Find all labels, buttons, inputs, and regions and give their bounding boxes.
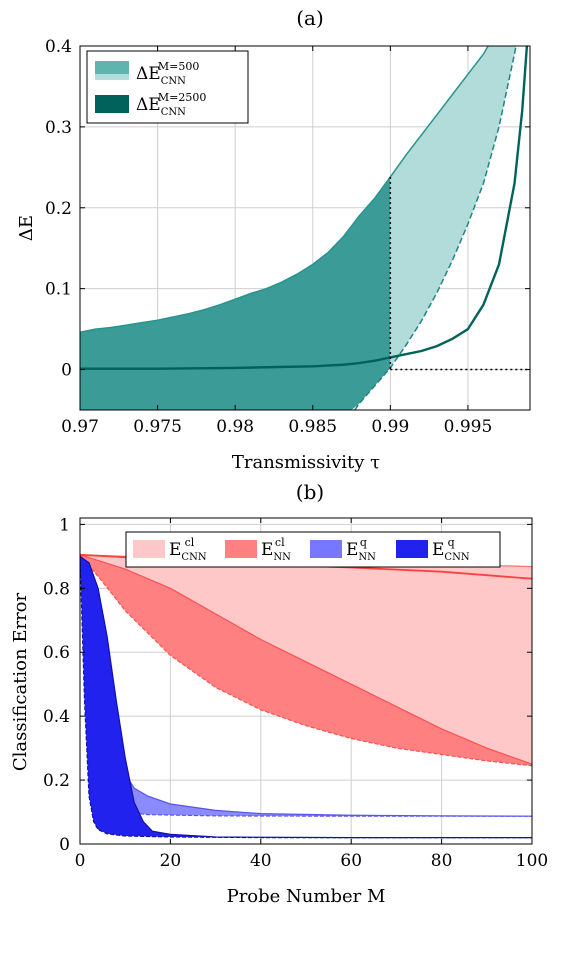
panel-b-y-tick-label: 0 — [59, 835, 70, 855]
quantum-cnn-error-band — [80, 556, 532, 838]
legend-entry-q-nn: ENNq — [346, 536, 376, 563]
panel-b-y-axis-label: Classification Error — [10, 592, 31, 771]
panel-a-y-tick-label: 0 — [61, 361, 72, 381]
panel-a-x-tick-label: 0.97 — [61, 417, 99, 437]
panel-a-legend: ΔECNNM=500 ΔECNNM=2500 — [86, 50, 249, 124]
panel-b-y-tick-label: 0.6 — [43, 643, 70, 663]
panel-b-y-tick-label: 1 — [59, 515, 70, 535]
legend-swatch-cl-cnn — [133, 540, 165, 558]
legend-entry-cl-cnn: ECNNcl — [169, 536, 207, 563]
panel-b-x-tick-label: 0 — [75, 851, 86, 871]
panel-a-x-tick-label: 0.985 — [288, 417, 337, 437]
panel-a: (a) 0.97 0.975 0.98 0.985 0.99 0.99500.10.20.… — [16, 6, 531, 473]
panel-a-label: (a) — [296, 6, 324, 30]
quantum-cnn-lower-line — [80, 556, 532, 839]
panel-b-x-tick-label: 40 — [250, 851, 272, 871]
classical-nn-error-band — [80, 554, 532, 766]
panel-b-legend: ECNNcl ENNcl ENNq ECNNq — [125, 531, 501, 568]
legend-entry-m2500: ΔECNNM=2500 — [136, 91, 206, 118]
panel-b-x-tick-label: 20 — [160, 851, 182, 871]
panel-a-x-tick-label: 0.975 — [133, 417, 182, 437]
m2500-line — [80, 46, 529, 370]
legend-swatch-cl-nn — [225, 540, 257, 558]
panel-b-x-tick-label: 60 — [340, 851, 362, 871]
panel-b: (b) 0 20 40 60 80 100 0 0.2 0.4 0.6 0.8 1 Probe Num… — [10, 480, 548, 907]
legend-entry-m500: ΔECNNM=500 — [136, 60, 199, 87]
panel-a-x-axis-label: Transmissivity τ — [232, 452, 380, 473]
legend-swatch-q-nn — [310, 540, 342, 558]
legend-entry-cl-nn: ENNcl — [261, 536, 291, 563]
panel-b-x-tick-label: 100 — [516, 851, 548, 871]
panel-b-y-tick-label: 0.8 — [43, 579, 70, 599]
m500-upper-line — [80, 46, 489, 334]
panel-b-x-axis-label: Probe Number M — [227, 886, 386, 907]
panel-b-ticks: 0 20 40 60 80 100 0 0.2 0.4 0.6 0.8 1 — [43, 515, 548, 871]
m500-band-lower-region — [80, 177, 391, 410]
panel-a-y-tick-label: 0.2 — [45, 199, 72, 219]
panel-b-y-tick-label: 0.4 — [43, 707, 70, 727]
legend-swatch-m500-lower — [95, 74, 129, 80]
panel-a-y-tick-label: 0.4 — [45, 37, 72, 57]
legend-swatch-m500 — [95, 61, 129, 74]
panel-a-y-tick-label: 0.1 — [45, 280, 72, 300]
panel-a-x-tick-label: 0.98 — [216, 417, 254, 437]
m500-lower-line — [354, 46, 517, 410]
panel-b-y-tick-label: 0.2 — [43, 771, 70, 791]
panel-a-y-tick-label: 0.3 — [45, 118, 72, 138]
classical-nn-lower-line — [80, 554, 532, 767]
m500-band-upper-region — [390, 46, 516, 368]
panel-b-frame — [79, 517, 533, 845]
panel-b-label: (b) — [296, 480, 324, 504]
panel-b-x-tick-label: 80 — [431, 851, 453, 871]
panel-a-plot — [80, 46, 530, 410]
panel-a-x-tick-label: 0.99 — [371, 417, 409, 437]
legend-entry-q-cnn: ECNNq — [432, 536, 470, 563]
panel-a-y-axis-label: ΔE — [16, 215, 37, 241]
legend-swatch-m2500 — [95, 95, 129, 113]
classical-nn-upper-line — [80, 554, 532, 765]
legend-swatch-q-cnn — [396, 540, 428, 558]
panel-a-frame — [79, 45, 531, 411]
panel-b-plot — [80, 553, 532, 839]
panel-a-x-tick-label: 0.995 — [444, 417, 493, 437]
panel-a-ticks: 0.97 0.975 0.98 0.985 0.99 0.995 0 0.1 0.2 0.3 0.4 — [45, 37, 530, 437]
